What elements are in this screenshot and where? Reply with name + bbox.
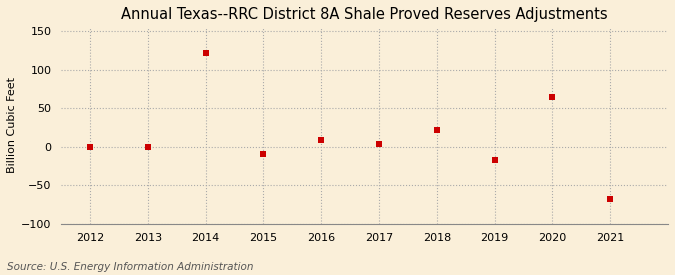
Point <box>547 94 558 99</box>
Point <box>431 128 442 132</box>
Point <box>84 144 95 149</box>
Point <box>374 142 385 147</box>
Point <box>489 158 500 163</box>
Text: Source: U.S. Energy Information Administration: Source: U.S. Energy Information Administ… <box>7 262 253 272</box>
Point <box>316 138 327 143</box>
Point <box>142 145 153 150</box>
Y-axis label: Billion Cubic Feet: Billion Cubic Feet <box>7 78 17 174</box>
Title: Annual Texas--RRC District 8A Shale Proved Reserves Adjustments: Annual Texas--RRC District 8A Shale Prov… <box>122 7 608 22</box>
Point <box>258 152 269 156</box>
Point <box>200 51 211 55</box>
Point <box>605 197 616 201</box>
